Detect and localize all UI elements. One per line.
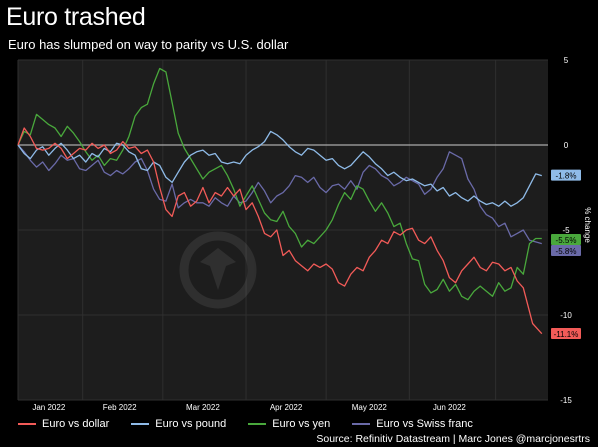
y-axis-label: % change bbox=[583, 207, 592, 243]
end-label-text-pound: -1.8% bbox=[556, 172, 577, 181]
y-tick-label: 5 bbox=[564, 56, 569, 65]
x-tick-label: May 2022 bbox=[352, 403, 388, 412]
legend-label-pound: Euro vs pound bbox=[155, 418, 227, 430]
series-lines bbox=[17, 67, 543, 335]
page-subtitle: Euro has slumped on way to parity vs U.S… bbox=[8, 37, 289, 52]
y-tick-label: -15 bbox=[560, 396, 572, 405]
x-tick-label: Feb 2022 bbox=[103, 403, 137, 412]
legend-swatch-pound bbox=[131, 423, 150, 425]
end-label-yen: -5.5% bbox=[551, 234, 581, 245]
end-label-box-swiss bbox=[551, 245, 581, 256]
legend: Euro vs dollar Euro vs pound Euro vs yen… bbox=[18, 418, 495, 430]
end-label-dollar: -11.1% bbox=[551, 328, 581, 339]
line-chart: Jan 2022 Feb 2022 Mar 2022 Apr 2022 May 2022… bbox=[17, 56, 592, 412]
legend-label-dollar: Euro vs dollar bbox=[42, 418, 110, 430]
y-tick-label: -5 bbox=[562, 226, 570, 235]
x-axis: Jan 2022 Feb 2022 Mar 2022 Apr 2022 May 2022… bbox=[32, 403, 466, 412]
end-label-box-yen bbox=[551, 234, 581, 245]
x-tick-label: Apr 2022 bbox=[270, 403, 303, 412]
end-label-pound: -1.8% bbox=[551, 169, 581, 181]
legend-item-pound: Euro vs pound bbox=[131, 418, 226, 430]
end-label-box-pound bbox=[551, 169, 581, 181]
x-tick-label: Mar 2022 bbox=[186, 403, 220, 412]
end-label-text-yen: -5.5% bbox=[556, 236, 577, 245]
legend-swatch-swiss bbox=[352, 423, 371, 425]
legend-swatch-dollar bbox=[18, 423, 36, 425]
end-label-swiss: -5.8% bbox=[551, 245, 581, 256]
y-tick-label: 0 bbox=[564, 141, 569, 150]
legend-item-yen: Euro vs yen bbox=[248, 418, 330, 430]
y-tick-label: -10 bbox=[560, 311, 572, 320]
source-credit: Source: Refinitiv Datastream | Marc Jone… bbox=[316, 433, 590, 445]
y-axis: 5 0 -5 -10 -15 bbox=[560, 56, 572, 405]
series-line-dollar bbox=[17, 127, 543, 335]
series-line-swiss bbox=[17, 144, 542, 245]
series-line-yen bbox=[17, 67, 542, 301]
end-labels: -11.1% -1.8% -5.5% -5.8% bbox=[551, 169, 581, 339]
legend-label-swiss: Euro vs Swiss franc bbox=[376, 418, 473, 430]
series-line-pound bbox=[17, 130, 542, 207]
legend-item-swiss: Euro vs Swiss franc bbox=[352, 418, 473, 430]
x-tick-label: Jan 2022 bbox=[32, 403, 65, 412]
x-tick-label: Jun 2022 bbox=[433, 403, 466, 412]
end-label-text-swiss: -5.8% bbox=[556, 247, 577, 256]
legend-item-dollar: Euro vs dollar bbox=[18, 418, 109, 430]
watermark bbox=[179, 231, 257, 309]
page-title: Euro trashed bbox=[6, 3, 146, 31]
legend-swatch-yen bbox=[248, 423, 267, 425]
end-label-box-dollar bbox=[551, 328, 581, 339]
end-label-text-dollar: -11.1% bbox=[554, 330, 579, 339]
legend-label-yen: Euro vs yen bbox=[272, 418, 331, 430]
